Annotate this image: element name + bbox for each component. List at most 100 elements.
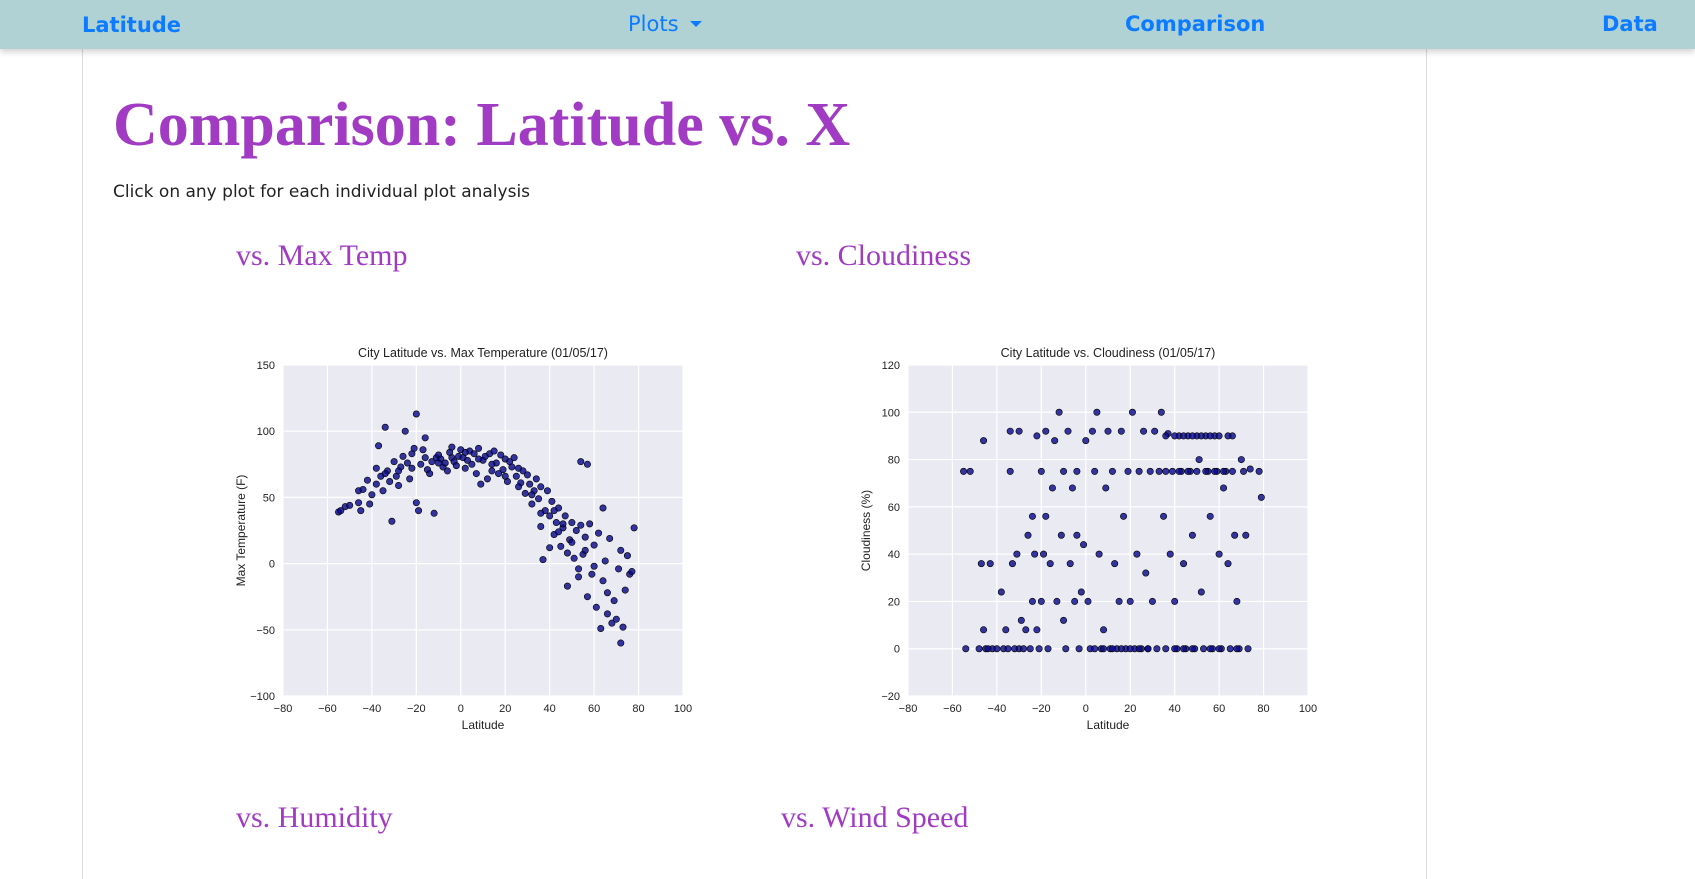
data-point — [1035, 645, 1043, 653]
data-point — [1188, 645, 1196, 653]
data-point — [421, 434, 429, 442]
data-point — [977, 560, 985, 568]
comparison-link[interactable]: Comparison — [1125, 12, 1266, 36]
data-point — [463, 456, 471, 464]
data-point — [619, 623, 627, 631]
max-temp-plot-link[interactable]: −80 −60 −40 −20 0 20 40 60 80 100 −100 −50 0 50 100 150… — [153, 307, 693, 784]
data-point — [512, 472, 520, 480]
data-point — [1224, 432, 1232, 440]
heading-wind-speed[interactable]: vs. Wind Speed — [781, 801, 969, 834]
data-point — [390, 458, 398, 466]
data-point — [583, 460, 591, 468]
data-point — [575, 565, 583, 573]
cloudiness-plot-link[interactable]: −80 −60 −40 −20 0 20 40 60 80 100 −20 0 20 40 60 80 100 1… — [778, 307, 1318, 784]
x-tick-label: 60 — [1213, 703, 1225, 715]
x-tick-label: 20 — [499, 703, 511, 715]
data-point — [1162, 467, 1170, 475]
data-point — [1051, 437, 1059, 445]
y-tick-label: 20 — [888, 596, 900, 608]
data-point — [537, 523, 545, 531]
data-point — [552, 519, 560, 527]
data-point — [1224, 560, 1232, 568]
data-point — [1133, 550, 1141, 558]
data-point — [1006, 427, 1014, 435]
data-point — [508, 463, 516, 471]
data-point — [399, 452, 407, 460]
plots-dropdown[interactable]: Plots — [628, 10, 702, 38]
data-point — [1197, 588, 1205, 596]
data-point — [1215, 432, 1223, 440]
data-point — [410, 444, 418, 452]
data-point — [986, 560, 994, 568]
x-tick-label: −20 — [1032, 703, 1051, 715]
data-point — [1148, 597, 1156, 605]
data-point — [595, 529, 603, 537]
data-point — [1060, 467, 1068, 475]
data-point — [1057, 531, 1065, 539]
data-point — [1017, 616, 1025, 624]
data-link[interactable]: Data — [1602, 12, 1658, 36]
y-tick-label: 0 — [894, 644, 900, 656]
data-point — [1055, 408, 1063, 416]
data-point — [1215, 645, 1223, 653]
data-point — [435, 459, 443, 467]
data-point — [603, 610, 611, 618]
data-point — [588, 570, 596, 578]
data-point — [526, 480, 534, 488]
x-tick-label: 20 — [1124, 703, 1136, 715]
data-point — [581, 533, 589, 541]
data-point — [452, 462, 460, 470]
data-point — [610, 597, 618, 605]
data-point — [1184, 467, 1192, 475]
data-point — [1024, 531, 1032, 539]
data-point — [630, 524, 638, 532]
data-point — [960, 467, 968, 475]
chart-title: City Latitude vs. Cloudiness (01/05/17) — [1001, 346, 1216, 360]
x-tick-label: 40 — [544, 703, 556, 715]
x-tick-label: 60 — [588, 703, 600, 715]
data-point — [366, 500, 374, 508]
page-subtitle: Click on any plot for each individual pl… — [113, 182, 531, 202]
heading-humidity[interactable]: vs. Humidity — [236, 801, 393, 834]
data-point — [537, 483, 545, 491]
data-point — [1046, 560, 1054, 568]
data-point — [1144, 645, 1152, 653]
data-point — [1180, 432, 1188, 440]
data-point — [615, 565, 623, 573]
data-point — [1168, 467, 1176, 475]
data-point — [470, 450, 478, 458]
brand-link[interactable]: Latitude — [82, 13, 182, 37]
x-tick-label: 100 — [1299, 703, 1317, 715]
data-point — [1153, 645, 1161, 653]
data-point — [519, 467, 527, 475]
data-point — [590, 562, 598, 570]
data-point — [1062, 645, 1070, 653]
data-point — [357, 507, 365, 515]
data-point — [1142, 569, 1150, 577]
data-point — [557, 542, 565, 550]
data-point — [1171, 432, 1179, 440]
data-point — [1042, 512, 1050, 520]
data-point — [1064, 427, 1072, 435]
data-point — [1180, 645, 1188, 653]
data-point — [488, 460, 496, 468]
data-point — [488, 467, 496, 475]
data-point — [395, 467, 403, 475]
x-tick-label: 80 — [632, 703, 644, 715]
cloudiness-scatter-plot: −80 −60 −40 −20 0 20 40 60 80 100 −20 0 20 40 60 80 100 1… — [859, 346, 1317, 732]
data-point — [532, 475, 540, 483]
heading-max-temp[interactable]: vs. Max Temp — [236, 239, 408, 272]
data-point — [448, 443, 456, 451]
data-point — [590, 541, 598, 549]
data-point — [1211, 467, 1219, 475]
data-point — [395, 481, 403, 489]
data-point — [408, 464, 416, 472]
data-point — [372, 464, 380, 472]
heading-cloudiness[interactable]: vs. Cloudiness — [796, 239, 972, 272]
y-axis-label: Max Temperature (F) — [234, 475, 248, 587]
y-tick-label: 60 — [888, 502, 900, 514]
y-tick-label: 120 — [882, 360, 900, 372]
data-point — [386, 478, 394, 486]
data-point — [1091, 645, 1099, 653]
data-point — [1117, 645, 1125, 653]
